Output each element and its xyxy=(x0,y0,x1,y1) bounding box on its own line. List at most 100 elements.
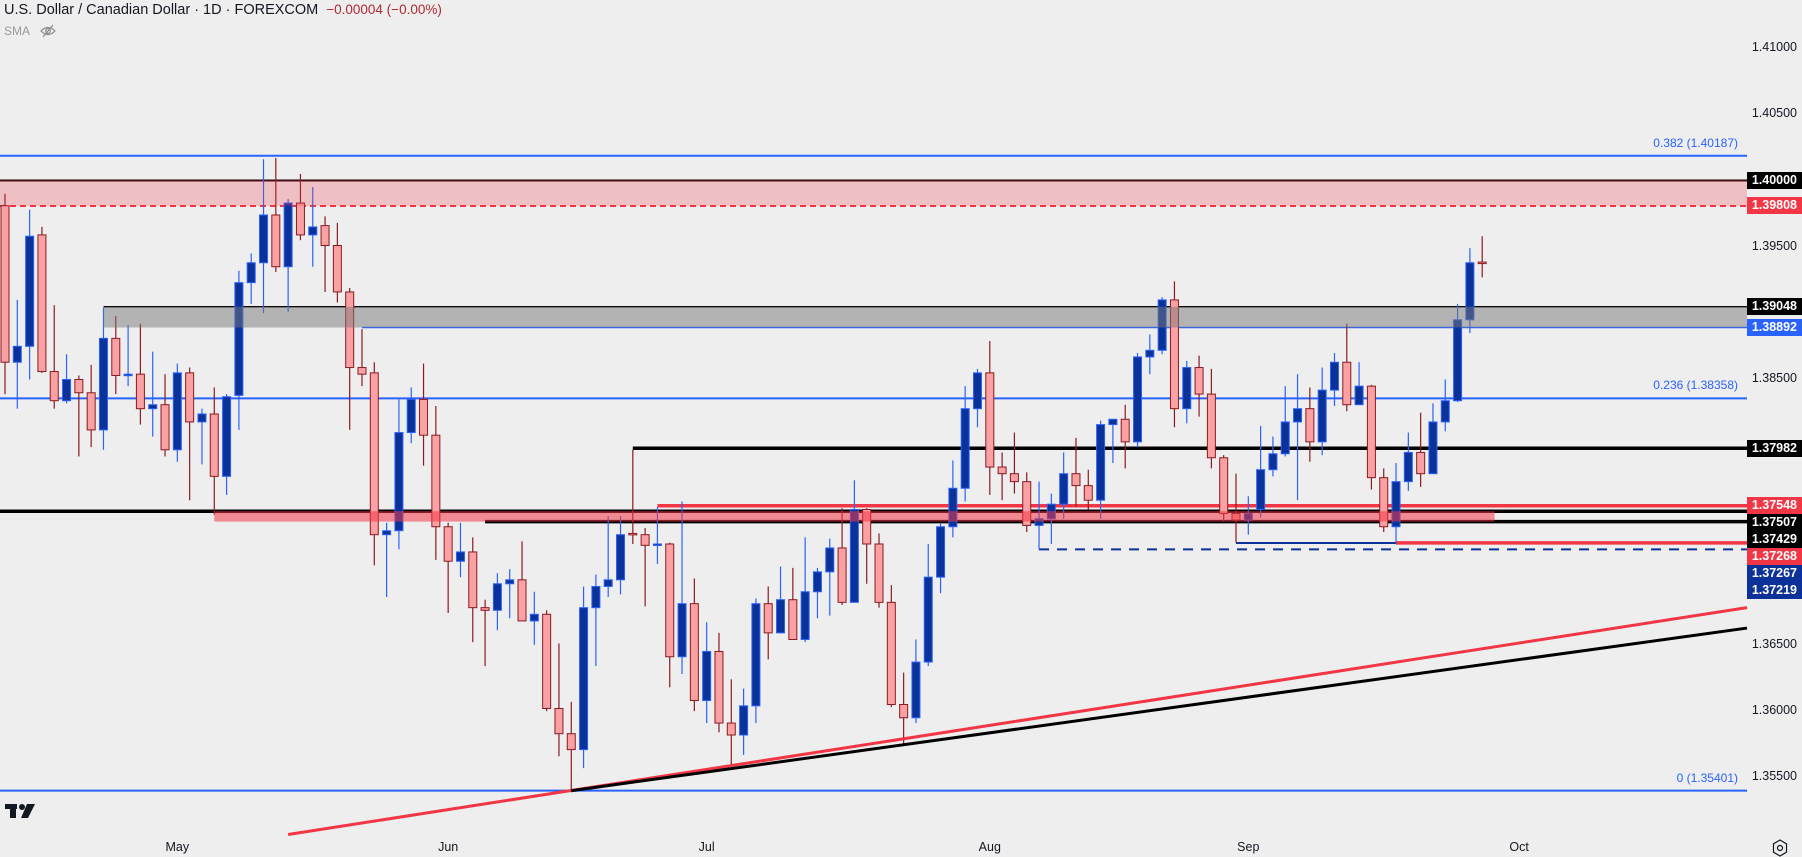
candle xyxy=(985,341,995,495)
candle-body xyxy=(492,583,502,611)
candle-body xyxy=(1219,457,1229,514)
candle-body xyxy=(1145,349,1155,358)
candle-body xyxy=(259,214,269,264)
candle-body xyxy=(1477,261,1487,265)
candle xyxy=(406,387,416,444)
candle-body xyxy=(1453,319,1463,402)
candle xyxy=(1169,281,1179,428)
candle-body xyxy=(1403,451,1413,483)
candle-body xyxy=(739,705,749,736)
candle xyxy=(1194,355,1204,417)
price-tag: 1.37982 xyxy=(1747,439,1802,457)
candle xyxy=(751,598,761,724)
candle xyxy=(1354,362,1364,406)
candle-body xyxy=(320,225,330,247)
candle-body xyxy=(271,214,281,268)
candle xyxy=(812,567,822,619)
candle-body xyxy=(308,226,318,236)
candle xyxy=(86,364,96,448)
candle xyxy=(665,542,675,688)
candle-body xyxy=(345,291,355,369)
x-tick-label: Jul xyxy=(698,840,715,854)
candle-body xyxy=(234,282,244,396)
candle-body xyxy=(1096,424,1106,501)
candle xyxy=(948,460,958,538)
candle xyxy=(923,543,933,667)
candle-body xyxy=(1280,421,1290,455)
candle-body xyxy=(1108,418,1118,426)
price-tag: 1.39048 xyxy=(1747,298,1802,316)
chart-header: U.S. Dollar / Canadian Dollar · 1D · FOR… xyxy=(4,2,442,18)
fib-label: 0.236 (1.38358) xyxy=(1653,378,1738,393)
candle-body xyxy=(542,613,552,709)
candle-body xyxy=(468,551,478,609)
candle-body xyxy=(148,404,158,410)
candle-body xyxy=(283,202,293,268)
candle xyxy=(332,222,342,303)
candle xyxy=(259,159,269,314)
candle-body xyxy=(665,543,675,658)
candle-body xyxy=(763,603,773,634)
candle-body xyxy=(0,205,10,363)
tradingview-logo-icon[interactable] xyxy=(5,802,37,820)
candle-body xyxy=(862,508,872,545)
price-tag: 1.39808 xyxy=(1747,197,1802,215)
candle-body xyxy=(49,371,59,402)
candle-body xyxy=(874,543,884,603)
y-tick-label: 1.41000 xyxy=(1751,39,1797,54)
candle xyxy=(111,315,121,395)
candle-body xyxy=(160,404,170,451)
candle-body xyxy=(911,661,921,719)
candle-body xyxy=(616,534,625,581)
fib-label: 0.382 (1.40187) xyxy=(1653,135,1738,150)
candle-body xyxy=(1022,481,1032,526)
indicator-row: SMA xyxy=(4,24,56,38)
price-tag: 1.37507 xyxy=(1747,514,1802,532)
candle xyxy=(0,193,10,395)
candle xyxy=(886,585,896,708)
candle xyxy=(49,305,59,409)
candle-body xyxy=(86,392,96,431)
candle-body xyxy=(1071,473,1081,487)
candle-body xyxy=(1268,453,1278,471)
candle-body xyxy=(825,547,835,573)
candle-body xyxy=(837,547,847,603)
gear-icon[interactable] xyxy=(1771,839,1789,857)
candle xyxy=(788,567,798,641)
symbol-title[interactable]: U.S. Dollar / Canadian Dollar · 1D · FOR… xyxy=(4,2,319,18)
candle-body xyxy=(37,234,47,373)
x-tick-label: Oct xyxy=(1509,840,1529,854)
x-tick-label: Sep xyxy=(1237,840,1260,854)
candle xyxy=(222,394,232,495)
candle-body xyxy=(123,373,133,377)
candle xyxy=(566,701,576,793)
eye-slash-icon[interactable] xyxy=(40,24,56,38)
candle-body xyxy=(985,372,995,468)
candle-body xyxy=(222,396,232,477)
candle-body xyxy=(640,534,650,546)
candle xyxy=(419,363,429,466)
candle-body xyxy=(812,571,822,593)
candle-body xyxy=(1059,473,1069,505)
candle xyxy=(443,522,453,613)
candle-body xyxy=(246,262,256,284)
y-tick-label: 1.35500 xyxy=(1751,769,1797,784)
candle xyxy=(25,209,35,380)
candle xyxy=(1145,334,1155,375)
candle xyxy=(1083,469,1093,510)
candle-body xyxy=(172,372,182,451)
candle-body xyxy=(295,202,305,236)
x-tick-label: May xyxy=(165,840,190,854)
candle-body xyxy=(480,607,490,611)
zone-1.39808-1.4 xyxy=(0,180,1747,206)
candle xyxy=(936,522,946,594)
candle-body xyxy=(517,579,527,622)
candle xyxy=(382,522,392,598)
candle-body xyxy=(1206,393,1216,459)
candle xyxy=(1059,452,1069,519)
candle-body xyxy=(419,398,429,436)
candle xyxy=(1391,463,1401,543)
indicator-label[interactable]: SMA xyxy=(4,24,31,38)
candle xyxy=(135,323,145,425)
